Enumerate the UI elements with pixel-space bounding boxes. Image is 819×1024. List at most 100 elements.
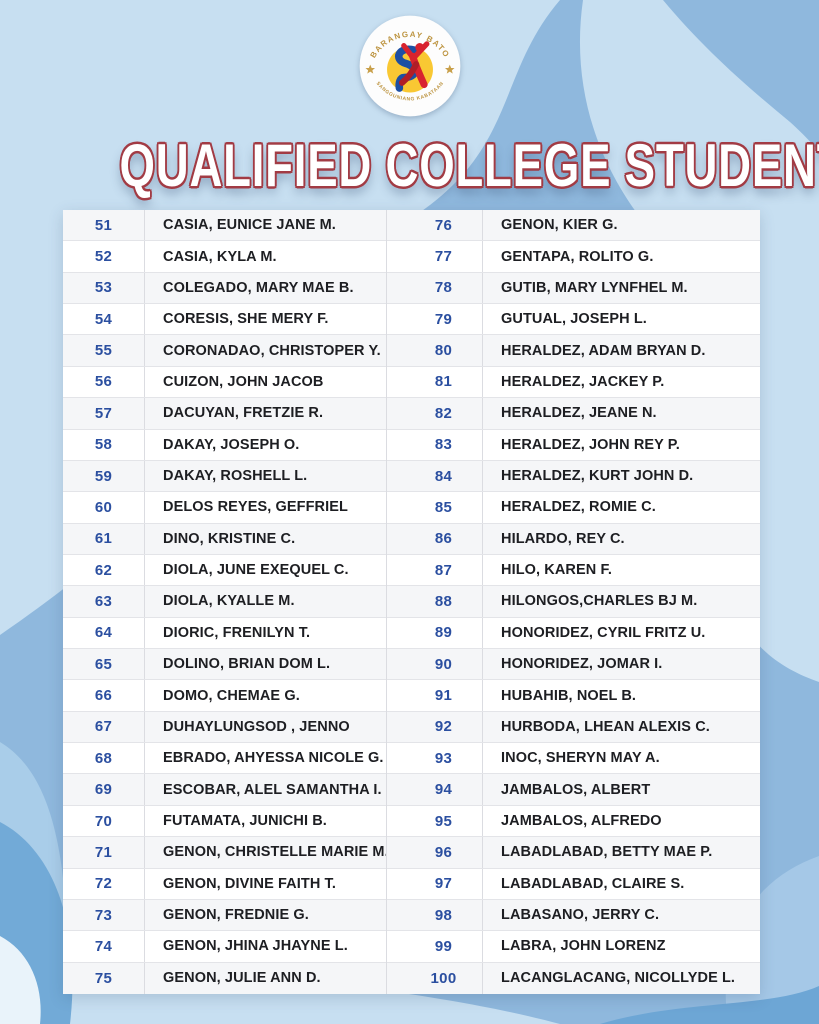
student-number: 84 xyxy=(434,467,453,485)
student-name: DOMO, CHEMAE G. xyxy=(144,680,386,711)
student-name: GENON, DIVINE FAITH T. xyxy=(144,868,386,899)
student-name: HILONGOS,CHARLES BJ M. xyxy=(482,586,760,617)
student-name: HILARDO, REY C. xyxy=(482,523,760,554)
student-name: HERALDEZ, ROMIE C. xyxy=(482,492,760,523)
student-row: 51 CASIA, EUNICE JANE M. xyxy=(63,210,386,242)
student-number: 82 xyxy=(434,404,453,422)
student-row: 98 LABASANO, JERRY C. xyxy=(387,899,760,932)
student-row: 88 HILONGOS,CHARLES BJ M. xyxy=(387,586,760,618)
page-title: QUALIFIED COLLEGE STUDENTS xyxy=(0,134,819,198)
student-row: 92 HURBODA, LHEAN ALEXIS C. xyxy=(387,711,760,744)
student-row: 68 EBRADO, AHYESSA NICOLE G. xyxy=(63,743,386,775)
student-number: 51 xyxy=(94,216,113,234)
students-column-left: 51 CASIA, EUNICE JANE M. 52 CASIA, KYLA … xyxy=(63,210,389,994)
student-row: 65 DOLINO, BRIAN DOM L. xyxy=(63,649,386,681)
student-name: EBRADO, AHYESSA NICOLE G. xyxy=(144,743,386,774)
student-row: 59 DAKAY, ROSHELL L. xyxy=(63,460,386,493)
student-number: 90 xyxy=(434,655,453,673)
student-number: 63 xyxy=(94,592,113,610)
student-name: HONORIDEZ, JOMAR I. xyxy=(482,649,760,680)
blob-bottom-right-dark xyxy=(600,986,819,1024)
student-row: 54 CORESIS, SHE MERY F. xyxy=(63,304,386,336)
logo-red-figure-arm-right xyxy=(411,41,429,60)
student-number: 61 xyxy=(94,530,113,548)
student-row: 76 GENON, KIER G. xyxy=(387,210,760,242)
logo-red-figure-leg xyxy=(398,61,419,86)
student-name: DINO, KRISTINE C. xyxy=(144,523,386,554)
student-number: 87 xyxy=(434,561,453,579)
student-row: 63 DIOLA, KYALLE M. xyxy=(63,586,386,618)
student-name: HERALDEZ, ADAM BRYAN D. xyxy=(482,335,760,366)
student-row: 94 JAMBALOS, ALBERT xyxy=(387,774,760,806)
student-row: 96 LABADLABAD, BETTY MAE P. xyxy=(387,837,760,869)
student-name: JAMBALOS, ALBERT xyxy=(482,774,760,805)
student-name: GENON, JHINA JHAYNE L. xyxy=(144,931,386,962)
student-name: DAKAY, JOSEPH O. xyxy=(144,429,386,460)
student-row: 57 DACUYAN, FRETZIE R. xyxy=(63,398,386,430)
students-column-right: 76 GENON, KIER G. 77 GENTAPA, ROLITO G. … xyxy=(386,210,760,994)
student-name: CORESIS, SHE MERY F. xyxy=(144,304,386,335)
student-row: 83 HERALDEZ, JOHN REY P. xyxy=(387,429,760,461)
student-name: HERALDEZ, KURT JOHN D. xyxy=(482,460,760,492)
student-name: LACANGLACANG, NICOLLYDE L. xyxy=(482,962,760,994)
student-row: 79 GUTUAL, JOSEPH L. xyxy=(387,304,760,336)
student-row: 60 DELOS REYES, GEFFRIEL xyxy=(63,492,386,524)
student-number: 75 xyxy=(94,969,113,987)
student-number: 91 xyxy=(434,687,453,705)
student-row: 91 HUBAHIB, NOEL B. xyxy=(387,680,760,712)
student-number: 93 xyxy=(434,749,453,767)
student-row: 53 COLEGADO, MARY MAE B. xyxy=(63,272,386,305)
student-name: HERALDEZ, JOHN REY P. xyxy=(482,429,760,460)
student-row: 82 HERALDEZ, JEANE N. xyxy=(387,398,760,430)
student-number: 96 xyxy=(434,843,453,861)
student-number: 76 xyxy=(434,216,453,234)
student-number: 74 xyxy=(94,937,113,955)
star-left-icon xyxy=(364,64,375,74)
student-row: 69 ESCOBAR, ALEL SAMANTHA I. xyxy=(63,774,386,806)
student-name: HERALDEZ, JEANE N. xyxy=(482,398,760,429)
student-name: HURBODA, LHEAN ALEXIS C. xyxy=(482,711,760,743)
student-row: 95 JAMBALOS, ALFREDO xyxy=(387,805,760,838)
student-name: LABADLABAD, BETTY MAE P. xyxy=(482,837,760,868)
student-number: 52 xyxy=(94,248,113,266)
student-name: GENON, KIER G. xyxy=(482,210,760,241)
student-number: 55 xyxy=(94,342,113,360)
student-name: HONORIDEZ, CYRIL FRITZ U. xyxy=(482,617,760,649)
student-name: GUTIB, MARY LYNFHEL M. xyxy=(482,272,760,304)
student-name: GENON, CHRISTELLE MARIE M. xyxy=(144,837,389,868)
student-name: DELOS REYES, GEFFRIEL xyxy=(144,492,386,523)
student-number: 98 xyxy=(434,906,453,924)
student-number: 66 xyxy=(94,687,113,705)
student-name: DIOLA, KYALLE M. xyxy=(144,586,386,617)
student-row: 89 HONORIDEZ, CYRIL FRITZ U. xyxy=(387,617,760,650)
student-row: 90 HONORIDEZ, JOMAR I. xyxy=(387,649,760,681)
sk-barangay-bato-logo: BARANGAY BATO SANGGUNIANG KABATAAN xyxy=(357,13,463,119)
student-name: COLEGADO, MARY MAE B. xyxy=(144,272,386,304)
student-number: 57 xyxy=(94,404,113,422)
student-number: 70 xyxy=(94,812,113,830)
student-number: 58 xyxy=(94,436,113,454)
student-number: 95 xyxy=(434,812,453,830)
student-number: 78 xyxy=(434,279,453,297)
student-row: 67 DUHAYLUNGSOD , JENNO xyxy=(63,711,386,744)
student-row: 87 HILO, KAREN F. xyxy=(387,554,760,587)
student-number: 59 xyxy=(94,467,113,485)
student-name: CASIA, KYLA M. xyxy=(144,241,386,272)
student-number: 67 xyxy=(94,718,113,736)
page-title-text: QUALIFIED COLLEGE STUDENTS xyxy=(119,132,819,199)
student-number: 54 xyxy=(94,310,113,328)
student-number: 92 xyxy=(434,718,453,736)
student-name: DACUYAN, FRETZIE R. xyxy=(144,398,386,429)
student-row: 72 GENON, DIVINE FAITH T. xyxy=(63,868,386,900)
logo-red-figure-arm-left xyxy=(400,43,415,60)
student-name: GENTAPA, ROLITO G. xyxy=(482,241,760,272)
student-row: 85 HERALDEZ, ROMIE C. xyxy=(387,492,760,524)
student-name: DUHAYLUNGSOD , JENNO xyxy=(144,711,386,743)
student-number: 88 xyxy=(434,592,453,610)
student-name: CORONADAO, CHRISTOPER Y. xyxy=(144,335,386,366)
student-number: 79 xyxy=(434,310,453,328)
student-name: LABRA, JOHN LORENZ xyxy=(482,931,760,962)
student-row: 74 GENON, JHINA JHAYNE L. xyxy=(63,931,386,963)
student-row: 84 HERALDEZ, KURT JOHN D. xyxy=(387,460,760,493)
star-right-icon xyxy=(444,64,455,74)
